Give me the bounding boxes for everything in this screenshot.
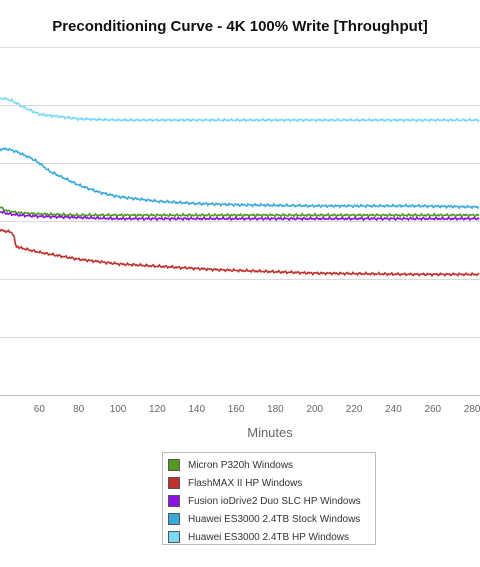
legend-label: Huawei ES3000 2.4TB HP Windows	[188, 531, 350, 543]
legend-item: Huawei ES3000 2.4TB HP Windows	[168, 528, 375, 546]
x-tick-label: 80	[73, 404, 85, 415]
x-tick-label: 240	[385, 404, 402, 415]
series-line	[0, 210, 480, 222]
x-tick-labels: 60 80 100 120 140 160 180 200 220 240 260 280	[34, 404, 480, 415]
legend-swatch	[168, 459, 180, 471]
series-line	[0, 147, 480, 210]
legend-label: FlashMAX II HP Windows	[188, 477, 303, 489]
x-tick-label: 160	[228, 404, 245, 415]
grid-lines	[0, 47, 480, 338]
legend-item: Huawei ES3000 2.4TB Stock Windows	[168, 510, 375, 528]
x-tick-label: 120	[149, 404, 166, 415]
series-lines	[0, 97, 480, 278]
legend-label: Fusion ioDrive2 Duo SLC HP Windows	[188, 495, 361, 507]
x-tick-label: 220	[346, 404, 363, 415]
legend-item: Fusion ioDrive2 Duo SLC HP Windows	[168, 492, 375, 510]
legend-label: Huawei ES3000 2.4TB Stock Windows	[188, 513, 361, 525]
x-tick-label: 100	[110, 404, 127, 415]
series-line	[0, 97, 480, 123]
x-tick-label: 260	[424, 404, 441, 415]
x-tick-label: 60	[34, 404, 46, 415]
series-line	[0, 206, 480, 219]
legend-swatch	[168, 513, 180, 525]
x-tick-label: 180	[267, 404, 284, 415]
legend: Micron P320h Windows FlashMAX II HP Windo…	[162, 452, 376, 545]
legend-swatch	[168, 477, 180, 489]
x-tick-label: 280	[464, 404, 480, 415]
chart-title: Preconditioning Curve - 4K 100% Write [T…	[52, 18, 428, 35]
legend-item: Micron P320h Windows	[168, 456, 375, 474]
legend-item: FlashMAX II HP Windows	[168, 474, 375, 492]
legend-swatch	[168, 531, 180, 543]
x-tick-label: 140	[188, 404, 205, 415]
x-axis-title: Minutes	[247, 425, 293, 440]
legend-swatch	[168, 495, 180, 507]
series-line	[0, 228, 480, 278]
legend-label: Micron P320h Windows	[188, 459, 294, 471]
x-tick-label: 200	[306, 404, 323, 415]
